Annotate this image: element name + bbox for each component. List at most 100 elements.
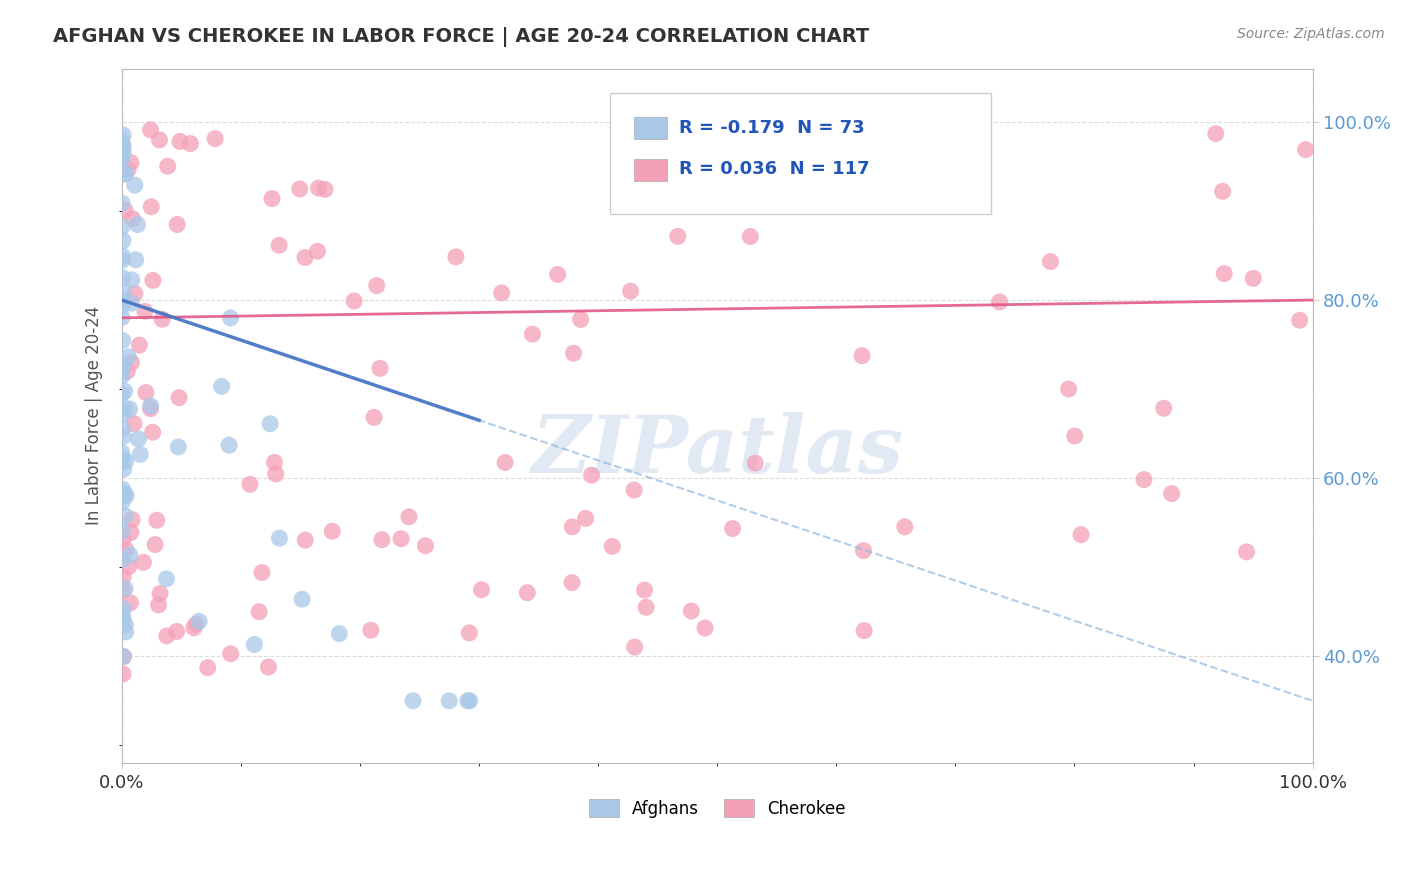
- Point: [328, 626, 350, 640]
- Point: [1295, 143, 1317, 157]
- Point: [366, 278, 388, 293]
- Point: [988, 295, 1011, 310]
- Point: [122, 417, 145, 431]
- Point: [112, 462, 135, 476]
- Point: [218, 438, 240, 452]
- Point: [1063, 429, 1085, 443]
- Point: [371, 533, 394, 547]
- Point: [111, 422, 134, 436]
- Point: [561, 520, 583, 534]
- Point: [139, 123, 162, 137]
- Point: [121, 355, 143, 369]
- Point: [129, 447, 152, 461]
- Point: [112, 128, 135, 142]
- Point: [120, 155, 142, 169]
- Point: [307, 244, 329, 259]
- Point: [111, 451, 134, 466]
- Point: [149, 586, 172, 600]
- Point: [114, 582, 136, 596]
- Point: [166, 218, 188, 232]
- Point: [121, 211, 143, 226]
- Point: [169, 135, 191, 149]
- Point: [120, 525, 142, 540]
- Point: [115, 489, 138, 503]
- Point: [263, 455, 285, 469]
- Point: [398, 509, 420, 524]
- Point: [239, 477, 262, 491]
- Point: [120, 596, 142, 610]
- Point: [219, 647, 242, 661]
- Point: [184, 617, 207, 632]
- Point: [693, 621, 716, 635]
- Point: [111, 454, 134, 468]
- Point: [439, 694, 461, 708]
- Point: [1213, 267, 1236, 281]
- Point: [247, 605, 270, 619]
- Point: [1070, 527, 1092, 541]
- Point: [117, 364, 139, 378]
- Point: [470, 582, 492, 597]
- Point: [114, 454, 136, 468]
- FancyBboxPatch shape: [634, 117, 668, 139]
- Point: [740, 229, 762, 244]
- Point: [267, 238, 290, 252]
- Point: [111, 285, 134, 300]
- Point: [111, 310, 134, 325]
- Point: [139, 399, 162, 413]
- Point: [111, 334, 134, 348]
- Point: [111, 249, 134, 263]
- Point: [291, 592, 314, 607]
- Point: [111, 361, 134, 376]
- Point: [112, 583, 135, 598]
- Point: [522, 327, 544, 342]
- Point: [314, 182, 336, 196]
- Legend: Afghans, Cherokee: Afghans, Cherokee: [582, 793, 852, 824]
- Point: [516, 585, 538, 599]
- Point: [111, 219, 134, 234]
- Point: [111, 270, 134, 285]
- Point: [112, 612, 135, 626]
- Point: [1039, 254, 1062, 268]
- Point: [321, 524, 343, 539]
- Point: [111, 143, 134, 157]
- Point: [219, 310, 242, 325]
- Point: [112, 570, 135, 584]
- Point: [156, 629, 179, 643]
- Point: [118, 559, 141, 574]
- Point: [111, 134, 134, 148]
- Text: AFGHAN VS CHEROKEE IN LABOR FORCE | AGE 20-24 CORRELATION CHART: AFGHAN VS CHEROKEE IN LABOR FORCE | AGE …: [53, 27, 870, 46]
- Point: [139, 401, 162, 416]
- Point: [250, 566, 273, 580]
- Point: [121, 513, 143, 527]
- Point: [115, 542, 138, 557]
- Point: [114, 487, 136, 501]
- Point: [402, 694, 425, 708]
- Point: [112, 145, 135, 160]
- Point: [494, 455, 516, 469]
- Point: [125, 252, 148, 267]
- Point: [143, 538, 166, 552]
- Point: [360, 623, 382, 637]
- Point: [259, 417, 281, 431]
- Point: [111, 196, 134, 211]
- Point: [457, 694, 479, 708]
- Point: [166, 624, 188, 639]
- Point: [204, 131, 226, 145]
- Point: [211, 379, 233, 393]
- Point: [167, 440, 190, 454]
- Point: [444, 250, 467, 264]
- Point: [197, 660, 219, 674]
- FancyBboxPatch shape: [610, 93, 991, 214]
- Point: [183, 621, 205, 635]
- Point: [114, 167, 136, 181]
- Point: [112, 649, 135, 664]
- Point: [547, 268, 569, 282]
- Point: [458, 626, 481, 640]
- Point: [813, 120, 835, 134]
- Point: [1241, 271, 1264, 285]
- Point: [243, 637, 266, 651]
- Point: [111, 152, 134, 166]
- Point: [600, 540, 623, 554]
- Point: [111, 387, 134, 401]
- Point: [114, 509, 136, 524]
